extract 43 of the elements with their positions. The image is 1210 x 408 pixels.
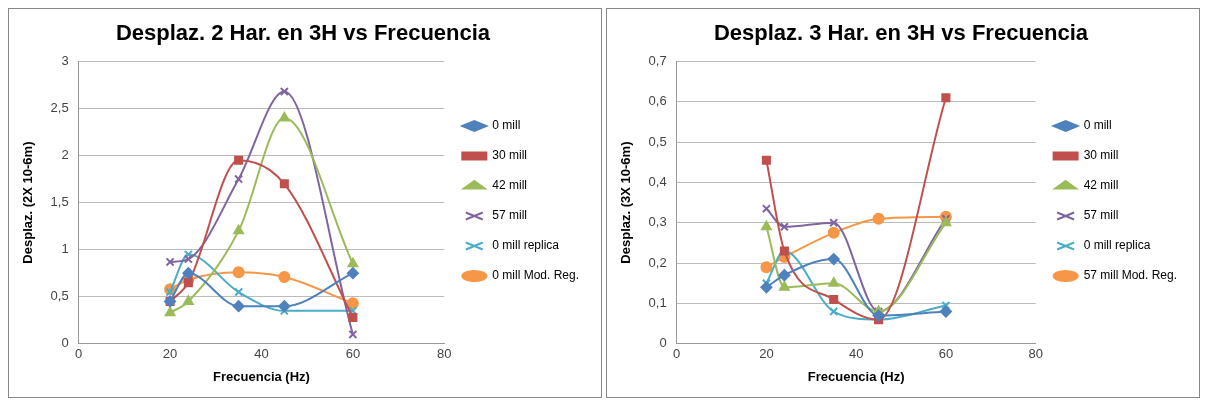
y-tick-label: 3 [61,52,69,68]
x-tick-label: 0 [75,346,83,362]
y-tick-label: 1,5 [50,194,69,210]
legend-label: 57 mill Mod. Reg. [1083,268,1178,283]
x-tick-label: 40 [848,346,864,362]
y-axis-title: Desplaz. (3X 10-6m) [618,141,634,264]
y-axis-title: Desplaz. (2X 10-6m) [20,141,36,264]
x-tick-label: 80 [437,346,452,362]
y-tick-label: 0 [659,335,667,351]
legend-label: 0 mill Mod. Reg. [492,268,580,283]
x-tick-label: 80 [1028,346,1043,362]
y-tick-label: 0,2 [648,254,667,270]
y-tick-label: 0,3 [648,214,667,230]
y-tick-label: 0,1 [648,295,667,311]
legend-label: 0 mill [1083,118,1112,133]
x-tick-label: 40 [254,346,269,362]
y-tick-label: 0,5 [648,133,667,149]
legend-label: 42 mill [492,178,527,193]
x-tick-label: 0 [673,346,681,362]
legend-label: 0 mill [492,118,521,133]
y-tick-label: 0,7 [648,52,667,68]
x-axis-title: Frecuencia (Hz) [213,368,310,384]
legend-label: 42 mill [1083,178,1119,193]
x-tick-label: 60 [938,346,954,362]
legend-label: 30 mill [1083,148,1119,163]
x-tick-label: 60 [345,346,361,362]
legend-label: 0 mill replica [492,238,560,253]
x-tick-label: 20 [759,346,774,362]
y-tick-label: 0,4 [648,174,667,190]
chart-title: Desplaz. 3 Har. en 3H vs Frecuencia [713,20,1089,46]
y-tick-label: 2,5 [50,100,69,116]
x-tick-label: 20 [162,346,178,362]
legend-label: 30 mill [492,148,527,163]
y-tick-label: 0,5 [50,288,69,304]
y-tick-label: 0 [61,335,69,351]
legend-label: 0 mill replica [1083,238,1151,253]
y-tick-label: 1 [61,241,69,257]
legend-label: 57 mill [492,208,527,223]
chart-title: Desplaz. 2 Har. en 3H vs Frecuencia [115,20,491,46]
y-tick-label: 2 [61,147,69,163]
x-axis-title: Frecuencia (Hz) [807,368,905,384]
legend-label: 57 mill [1083,208,1119,223]
y-tick-label: 0,6 [648,93,667,109]
